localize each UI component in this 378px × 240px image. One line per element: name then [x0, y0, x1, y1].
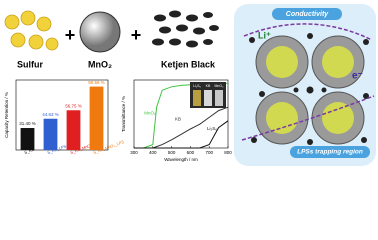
vial	[204, 90, 212, 106]
vial	[193, 90, 201, 106]
series-label: MnO₂	[144, 110, 156, 115]
x-tick-label: 700	[205, 150, 213, 155]
y-axis-label: Transmittance / %	[121, 96, 126, 132]
ketjen-icon	[152, 10, 219, 48]
inset-label: Li₂S₆	[193, 84, 201, 88]
inset-label: KB	[206, 84, 211, 88]
plus: +	[131, 25, 142, 45]
figure: Sulfur + MnO₂ + Ketjen Black Conductivit…	[4, 4, 376, 166]
value-label: 90.56 %	[88, 80, 105, 85]
mechanism-diagram	[234, 4, 376, 166]
x-tick-label: 500	[168, 150, 176, 155]
x-tick-label: S_KB	[23, 147, 35, 155]
series-label: KB	[175, 116, 181, 121]
trapping-label: LPSs trapping region	[297, 149, 363, 156]
bar	[66, 110, 81, 150]
x-tick-label: 600	[187, 150, 195, 155]
y-axis-label: Capacity Retention / %	[4, 92, 9, 138]
conductivity-label: Conductivity	[286, 11, 329, 18]
value-label: 31.40 %	[19, 121, 36, 126]
sulfur-icon	[4, 10, 59, 51]
electron-label: e⁻	[352, 71, 363, 82]
li-label: Li⁺	[258, 30, 271, 40]
x-tick-label: 300	[130, 150, 138, 155]
x-tick-label: 400	[149, 150, 157, 155]
bar	[43, 118, 58, 150]
bar	[89, 86, 104, 150]
plus: +	[65, 25, 76, 45]
x-tick-label: S_KB_LPS	[46, 143, 67, 155]
value-label: 56.75 %	[65, 103, 82, 108]
plot-frame	[15, 79, 109, 151]
value-label: 44.63 %	[42, 112, 59, 117]
x-tick-label: 800	[224, 150, 232, 155]
vial	[215, 90, 223, 106]
x-axis-label: Wavelength / nm	[164, 157, 198, 162]
ketjen-label: Ketjen Black	[161, 59, 216, 69]
sulfur-label: Sulfur	[17, 59, 43, 69]
bar	[20, 128, 35, 150]
series-label: Li₂S₆	[207, 126, 217, 131]
mno2-icon	[79, 11, 121, 53]
inset-label: MnO₂	[215, 84, 225, 88]
mno2-label: MnO₂	[88, 59, 112, 69]
series-line	[134, 120, 229, 149]
